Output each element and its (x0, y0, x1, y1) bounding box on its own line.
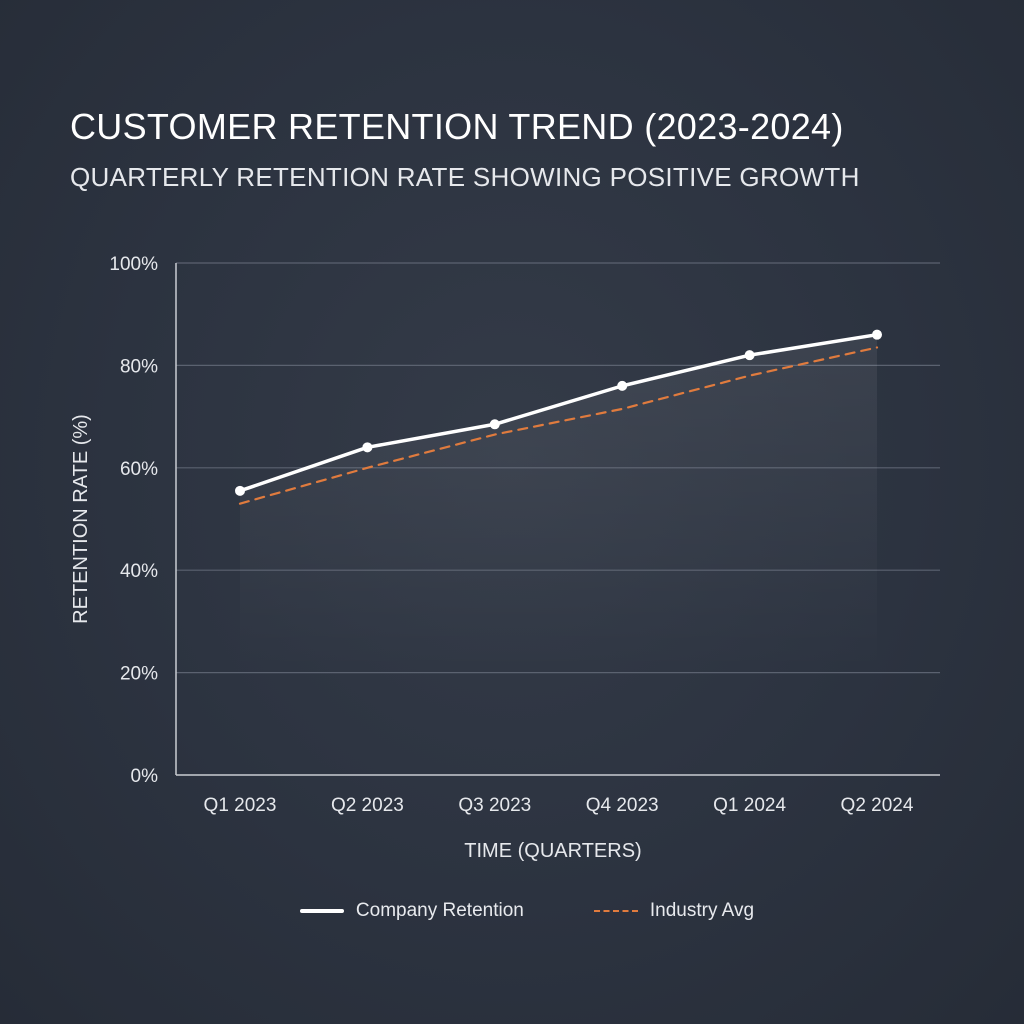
legend-swatch-solid (299, 909, 344, 913)
legend-label-industry: Industry Avg (649, 900, 755, 921)
legend: Company Retention Industry Avg (0, 900, 1024, 922)
legend-label-company: Company Retention (355, 900, 524, 921)
data-point-company (617, 380, 628, 391)
legend-swatch-dashed (593, 910, 638, 912)
x-tick-label: Q1 2023 (204, 795, 277, 816)
x-tick-label: Q2 2023 (331, 795, 404, 816)
y-tick-label: 60% (120, 459, 158, 480)
chart-title: CUSTOMER RETENTION TREND (2023-2024) (70, 106, 844, 147)
data-point-company (235, 485, 245, 496)
series (235, 329, 882, 505)
x-axis-title: TIME (QUARTERS) (464, 840, 641, 862)
x-tick-label: Q1 2024 (713, 795, 786, 816)
series-line-industry (238, 346, 879, 505)
y-tick-label: 20% (120, 664, 158, 685)
y-tick-label: 80% (120, 356, 158, 377)
legend-item-industry: Industry Avg (564, 900, 754, 922)
tick-labels: 0% 20% 40% 60% 80% 100% Q1 2023 Q2 2023 Q3 2023 Q… (109, 254, 913, 816)
y-tick-label: 40% (120, 561, 158, 582)
legend-item-company: Company Retention (270, 900, 524, 922)
data-point-company (744, 350, 755, 361)
x-tick-label: Q3 2023 (458, 795, 531, 816)
x-tick-label: Q4 2023 (586, 795, 659, 816)
series-area-company (240, 334, 877, 673)
y-axis-title: RETENTION RATE (%) (70, 414, 92, 624)
area-fill (240, 334, 877, 673)
series-line-company (238, 332, 879, 493)
y-tick-label: 100% (109, 254, 158, 275)
data-point-company (872, 329, 882, 340)
y-tick-label: 0% (131, 766, 159, 787)
data-point-company (362, 442, 373, 453)
chart-subtitle: QUARTERLY RETENTION RATE SHOWING POSITIV… (70, 162, 860, 192)
data-point-company (489, 419, 500, 430)
x-tick-label: Q2 2024 (841, 795, 914, 816)
axes (175, 263, 940, 776)
